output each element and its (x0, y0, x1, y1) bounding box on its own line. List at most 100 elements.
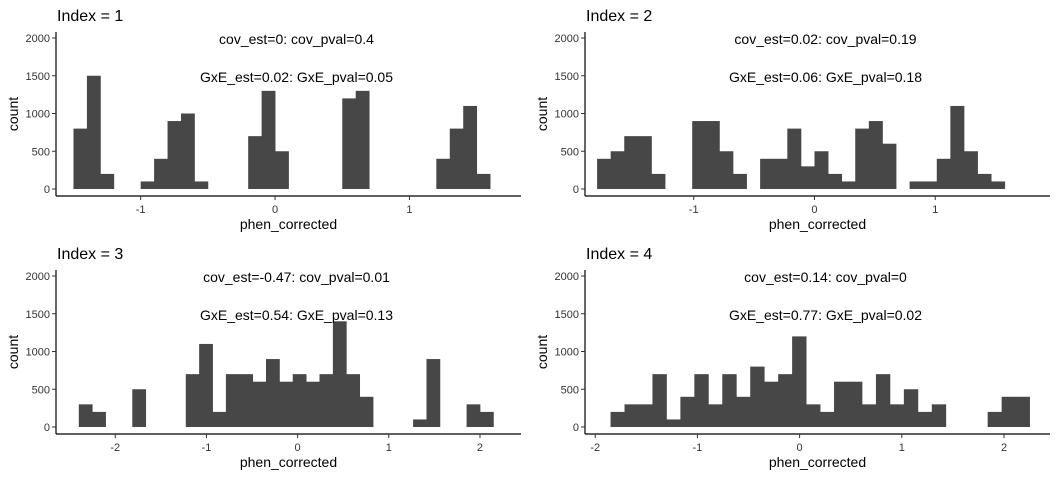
histogram-bar (778, 374, 793, 427)
y-tick-label: 2000 (26, 33, 50, 45)
histogram-bar (936, 158, 951, 189)
histogram-bar (449, 128, 464, 189)
y-tick-label: 0 (573, 422, 579, 434)
cov-annotation: cov_est=0: cov_pval=0.4 (219, 31, 374, 47)
histogram-bar (991, 181, 1006, 189)
y-tick-label: 1000 (555, 347, 579, 359)
y-axis-title: count (5, 97, 21, 131)
histogram-bar (861, 404, 877, 427)
panel-title: Index = 2 (586, 8, 652, 25)
histogram-bar (78, 404, 93, 427)
gxe-annotation: GxE_est=0.77: GxE_pval=0.02 (729, 307, 922, 323)
histogram-bar (875, 374, 891, 427)
histogram-bar (750, 366, 765, 427)
y-tick-label: 500 (32, 384, 50, 396)
y-tick-label: 1000 (26, 347, 50, 359)
histogram-bar (225, 374, 240, 427)
histogram-bar (624, 136, 639, 189)
y-axis-title: count (5, 335, 21, 369)
histogram-bar (346, 374, 361, 427)
histogram-bars (78, 321, 494, 427)
histogram-bar (100, 173, 115, 189)
x-tick-label: 1 (386, 442, 392, 454)
y-tick-label: 0 (44, 184, 50, 196)
x-tick-label: 2 (1001, 442, 1007, 454)
histogram-bar (694, 374, 709, 427)
y-tick-label: 1000 (555, 109, 579, 121)
x-tick-label: 0 (272, 204, 278, 216)
histogram-bar (705, 121, 720, 189)
x-axis-title: phen_corrected (240, 216, 337, 232)
y-tick-label: 500 (32, 146, 50, 158)
x-tick-label: 0 (295, 442, 301, 454)
histogram-bar (292, 374, 307, 427)
histogram-bar (638, 404, 653, 427)
x-tick-label: -2 (590, 442, 600, 454)
histogram-bar (736, 396, 751, 427)
histogram-bar (140, 181, 155, 189)
cov-annotation: cov_est=0.14: cov_pval=0 (744, 269, 907, 285)
histogram-bar (787, 128, 802, 189)
histogram-bar (413, 419, 427, 427)
x-tick-label: 0 (811, 204, 817, 216)
panel-title: Index = 4 (586, 246, 652, 263)
y-tick-label: 1500 (26, 309, 50, 321)
histogram-bar (199, 343, 213, 427)
histogram-bar (86, 75, 101, 189)
x-tick-label: 1 (899, 442, 905, 454)
histogram-bar (332, 321, 347, 427)
histogram-bar (342, 98, 357, 189)
facet-panel-2: 0 500 1000 1500 2000 -1 0 1 Index = 2 cov_est=0.0… (534, 8, 1050, 232)
y-tick-label: 2000 (555, 33, 579, 45)
histogram-bar (466, 404, 481, 427)
x-tick-label: 1 (932, 204, 938, 216)
histogram-bar (476, 173, 491, 189)
panel-title: Index = 3 (57, 246, 123, 263)
histogram-bar (977, 173, 992, 189)
histogram-bar (426, 359, 441, 427)
y-tick-label: 0 (44, 422, 50, 434)
histogram-bar (180, 113, 195, 189)
histogram-bar (1015, 396, 1030, 427)
y-tick-label: 1500 (26, 71, 50, 83)
x-axis-title: phen_corrected (769, 216, 866, 232)
x-axis-title: phen_corrected (769, 454, 866, 470)
histogram-bar (1001, 396, 1016, 427)
histogram-bar (610, 151, 625, 189)
histogram-bar (764, 381, 779, 427)
cov-annotation: cov_est=0.02: cov_pval=0.19 (734, 31, 916, 47)
y-tick-label: 2000 (26, 271, 50, 283)
panel-title: Index = 1 (57, 8, 123, 25)
histogram-bar (239, 374, 254, 427)
histogram-bar (855, 128, 870, 189)
histogram-bar (652, 374, 667, 427)
histogram-bar (610, 411, 625, 427)
histogram-bar (436, 158, 451, 189)
y-tick-label: 1500 (555, 71, 579, 83)
x-tick-label: -1 (136, 204, 146, 216)
histogram-bar (820, 411, 835, 427)
histogram-bar (479, 411, 494, 427)
histogram-bar (666, 419, 681, 427)
histogram-bar (680, 396, 695, 427)
gxe-annotation: GxE_est=0.02: GxE_pval=0.05 (200, 69, 393, 85)
x-tick-label: 1 (406, 204, 412, 216)
histogram-bar (909, 181, 924, 189)
x-tick-label: -1 (693, 442, 703, 454)
histogram-bar (987, 411, 1003, 427)
histogram-bar (923, 181, 938, 189)
y-tick-label: 2000 (555, 271, 579, 283)
facet-panel-3: 0 500 1000 1500 2000 -2 -1 0 1 2 Index = 3 cov_est=… (5, 246, 521, 470)
histogram-bar (814, 151, 829, 189)
histogram-bar (319, 374, 334, 427)
histogram-bar (359, 396, 374, 427)
y-tick-label: 1500 (555, 309, 579, 321)
histogram-bar (212, 411, 227, 427)
histogram-bar (931, 404, 947, 427)
histogram-bars (73, 75, 491, 189)
histogram-bar (882, 143, 897, 189)
histogram-bar (167, 121, 182, 189)
histogram-bar (773, 158, 788, 189)
histogram-bar (248, 136, 263, 189)
